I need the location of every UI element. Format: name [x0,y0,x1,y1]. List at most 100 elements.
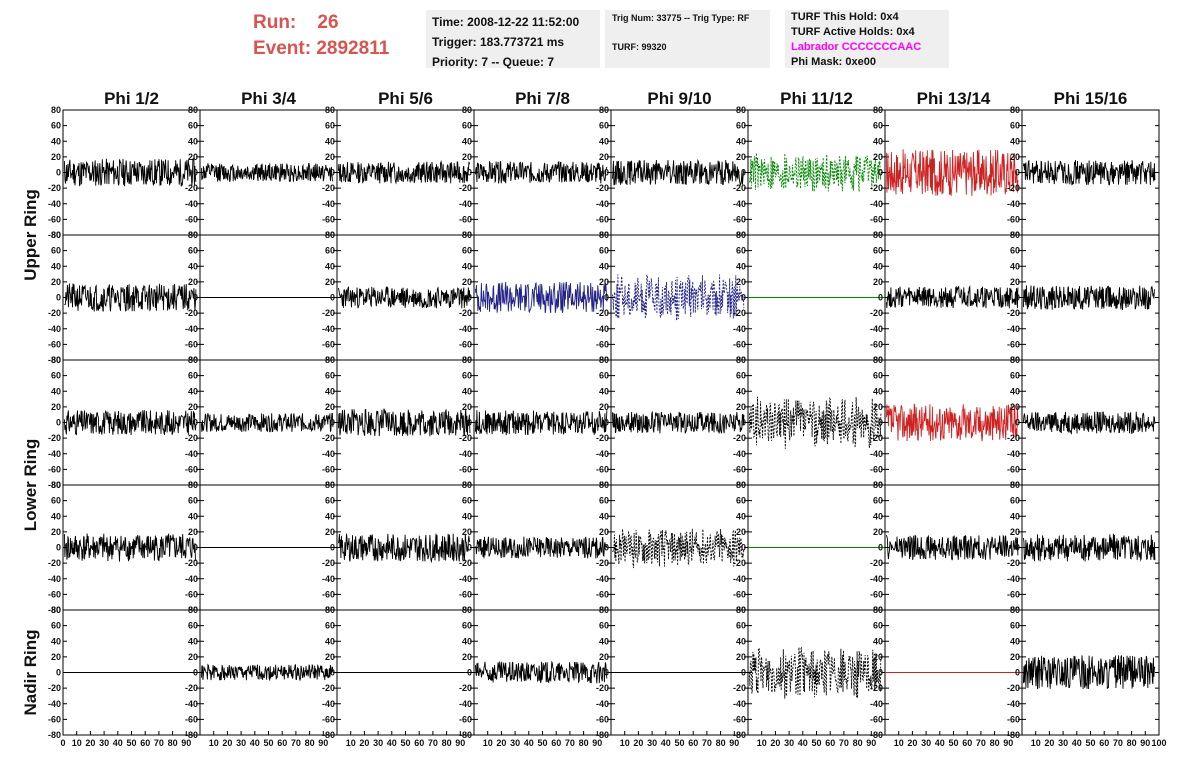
x-tick-label: 10 [894,738,904,748]
y-tick-label: -80 [48,230,61,240]
y-tick-label: 40 [599,136,609,146]
y-tick-label: -40 [1007,449,1020,459]
y-tick-label: 60 [1010,621,1020,631]
y-tick-label: -20 [185,183,198,193]
y-tick-label: 20 [599,527,609,537]
y-tick-label: 60 [736,246,746,256]
y-tick-label: -40 [459,199,472,209]
y-tick-label: -20 [459,183,472,193]
y-tick-label: 0 [878,293,883,303]
y-tick-label: 60 [462,496,472,506]
y-tick-label: -60 [48,214,61,224]
turf-info-box: TURF This Hold: 0x4 TURF Active Holds: 0… [785,10,949,68]
y-tick-label: -20 [1007,433,1020,443]
x-tick-label: 90 [866,738,876,748]
y-tick-label: 60 [188,121,198,131]
y-tick-label: 0 [193,418,198,428]
waveform-trace [337,286,471,309]
y-tick-label: -20 [870,558,883,568]
y-tick-label: 20 [188,402,198,412]
x-tick-label: 90 [592,738,602,748]
y-tick-label: 40 [599,386,609,396]
waveform-trace [64,283,197,312]
y-tick-label: 0 [741,668,746,678]
y-tick-label: 80 [188,355,198,365]
y-tick-label: -20 [48,308,61,318]
x-tick-label: 60 [551,738,561,748]
y-tick-label: 20 [325,402,335,412]
y-tick-label: -60 [48,714,61,724]
x-tick-label: 10 [346,738,356,748]
y-tick-label: 40 [873,136,883,146]
y-tick-label: 20 [462,152,472,162]
y-tick-label: 20 [1010,402,1020,412]
x-tick-label: 20 [907,738,917,748]
y-tick-label: -20 [185,433,198,443]
y-tick-label: -40 [322,699,335,709]
y-tick-label: -20 [322,683,335,693]
y-tick-label: 40 [188,636,198,646]
y-tick-label: -60 [48,589,61,599]
x-tick-label: 50 [126,738,136,748]
y-tick-label: 40 [188,136,198,146]
y-tick-label: 80 [873,105,883,115]
row-label: Nadir Ring [21,630,40,716]
x-tick-label: 10 [1031,738,1041,748]
y-tick-label: 0 [741,293,746,303]
y-tick-label: 80 [462,605,472,615]
y-tick-label: -80 [459,730,472,740]
waveform-trace [612,528,745,569]
y-tick-label: -40 [48,574,61,584]
y-tick-label: 20 [736,652,746,662]
y-tick-label: 20 [873,152,883,162]
y-tick-label: 60 [325,496,335,506]
waveform-grid: Phi 1/2 Phi 3/4 Phi 5/6 Phi 7/8 Phi 9/10 Phi … [21,89,1167,748]
y-tick-label: 80 [51,355,61,365]
y-tick-label: 0 [330,418,335,428]
y-tick-label: 80 [51,605,61,615]
y-tick-label: 20 [736,277,746,287]
y-tick-label: 20 [325,277,335,287]
y-tick-label: -20 [459,433,472,443]
x-tick-label: 10 [757,738,767,748]
y-tick-label: -60 [185,464,198,474]
x-tick-label: 50 [948,738,958,748]
waveform-trace [474,660,608,684]
waveform-trace [885,534,1019,561]
event-label: Event: [253,38,312,59]
x-tick-label: 90 [181,738,191,748]
waveform-trace [1022,411,1156,435]
x-tick-label: 40 [524,738,534,748]
y-tick-label: 20 [325,527,335,537]
y-tick-label: 60 [325,621,335,631]
y-tick-label: 60 [736,621,746,631]
y-tick-label: -20 [48,683,61,693]
waveform-trace [474,160,608,184]
waveform-trace [885,403,1019,442]
y-tick-label: 20 [462,277,472,287]
x-tick-label: 40 [250,738,260,748]
y-tick-label: -40 [1007,324,1020,334]
y-tick-label: 0 [1015,543,1020,553]
y-tick-label: 40 [325,636,335,646]
y-tick-label: -60 [870,714,883,724]
y-tick-label: -40 [48,324,61,334]
x-tick-label: 10 [620,738,630,748]
y-tick-label: 40 [188,511,198,521]
y-tick-label: -60 [733,464,746,474]
y-tick-label: 40 [462,136,472,146]
